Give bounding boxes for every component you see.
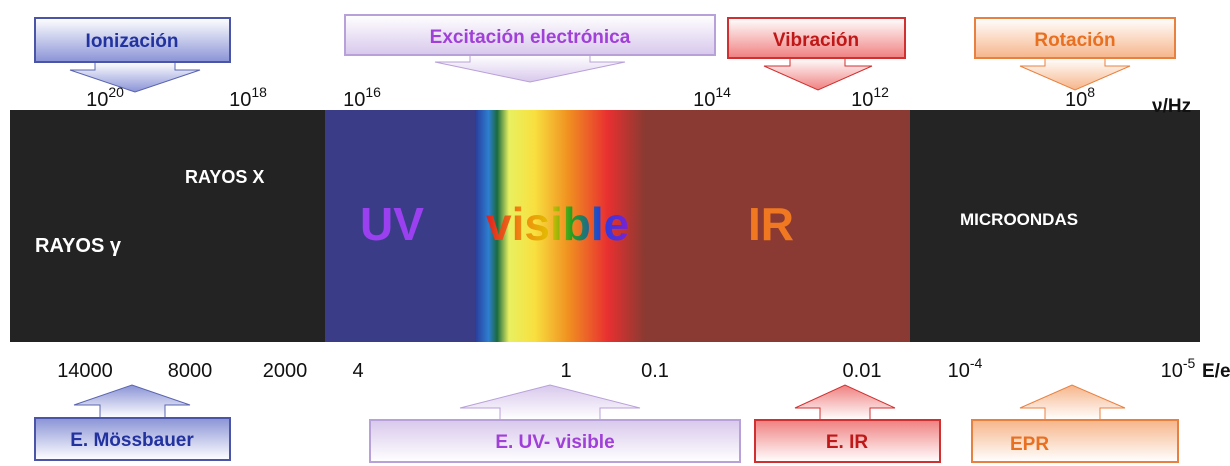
frequency-unit: ν/Hz <box>1152 96 1191 117</box>
bottom-box: E. Mössbauer <box>34 384 231 461</box>
exponent: -4 <box>970 355 983 371</box>
box <box>34 17 231 63</box>
base: 10 <box>343 89 365 111</box>
box-label: Excitación electrónica <box>430 27 631 48</box>
box-label: Ionización <box>86 31 179 52</box>
scale-label: 108 <box>1065 84 1095 111</box>
box <box>34 417 231 461</box>
box <box>971 419 1179 463</box>
scale-label: 10-4 <box>948 355 983 382</box>
box-label: E. IR <box>826 432 869 453</box>
exponent: 18 <box>251 84 267 100</box>
box <box>369 419 741 463</box>
exponent: 14 <box>715 84 731 100</box>
scale-label: 4 <box>352 360 363 382</box>
base: 10 <box>948 360 970 382</box>
top-box: Rotación <box>974 17 1176 91</box>
energy-labels: 14000 8000 2000 4 1 0.1 0.01 10-4 10-5 <box>57 355 1195 382</box>
box-label: Rotación <box>1034 30 1115 51</box>
band-microwave <box>910 110 1200 342</box>
region-label: RAYOS γ <box>35 235 122 257</box>
exponent: 12 <box>873 84 889 100</box>
exponent: 8 <box>1087 84 1095 100</box>
box <box>974 17 1176 59</box>
base: 10 <box>693 89 715 111</box>
exponent: -5 <box>1183 355 1196 371</box>
region-label: IR <box>748 198 794 250</box>
base: 10 <box>86 89 108 111</box>
arrow <box>69 61 201 93</box>
top-box: Ionización <box>34 17 231 93</box>
exponent: 20 <box>108 84 124 100</box>
top-box: Excitación electrónica <box>344 14 716 83</box>
arrow <box>434 54 626 83</box>
bottom-box: E. UV- visible <box>369 384 741 463</box>
scale-label: 1 <box>560 360 571 382</box>
spectrum <box>10 110 1200 342</box>
scale-label: 8000 <box>168 360 213 382</box>
scale-label: 14000 <box>57 360 113 382</box>
energy-unit: E/eV <box>1202 361 1230 382</box>
base: 10 <box>1161 360 1183 382</box>
band-dark <box>10 110 325 342</box>
box-label: EPR <box>1010 434 1049 455</box>
scale-label: 0.01 <box>843 360 882 382</box>
box-label: E. UV- visible <box>495 432 614 453</box>
bottom-box: EPR <box>971 384 1179 463</box>
arrow <box>1019 384 1126 421</box>
frequency-labels: 1020 1018 1016 1014 1012 108 <box>86 84 1095 111</box>
arrow <box>763 57 873 91</box>
box <box>344 14 716 56</box>
box-label: E. Mössbauer <box>70 430 194 451</box>
band-visible <box>475 110 645 342</box>
scale-label: 1018 <box>229 84 267 111</box>
arrow <box>459 384 641 421</box>
scale-label: 1012 <box>851 84 889 111</box>
scale-label: 1020 <box>86 84 124 111</box>
box <box>727 17 906 59</box>
arrow <box>73 384 191 419</box>
band-ir <box>645 110 910 342</box>
base: 10 <box>851 89 873 111</box>
exponent: 16 <box>365 84 381 100</box>
scale-label: 1016 <box>343 84 381 111</box>
bottom-box: E. IR <box>754 384 941 463</box>
scale-label: 2000 <box>263 360 308 382</box>
base: 10 <box>1065 89 1087 111</box>
region-label: visible <box>486 198 629 250</box>
top-box: Vibración <box>727 17 906 91</box>
box-label: Vibración <box>773 30 859 51</box>
scale-label: 0.1 <box>641 360 669 382</box>
scale-label: 1014 <box>693 84 731 111</box>
region-label: UV <box>360 198 424 250</box>
region-label: RAYOS X <box>185 167 264 187</box>
base: 10 <box>229 89 251 111</box>
region-label: MICROONDAS <box>960 210 1078 229</box>
arrow <box>1019 57 1131 91</box>
scale-label: 10-5 <box>1161 355 1196 382</box>
box <box>754 419 941 463</box>
band-uv <box>325 110 475 342</box>
arrow <box>794 384 896 421</box>
